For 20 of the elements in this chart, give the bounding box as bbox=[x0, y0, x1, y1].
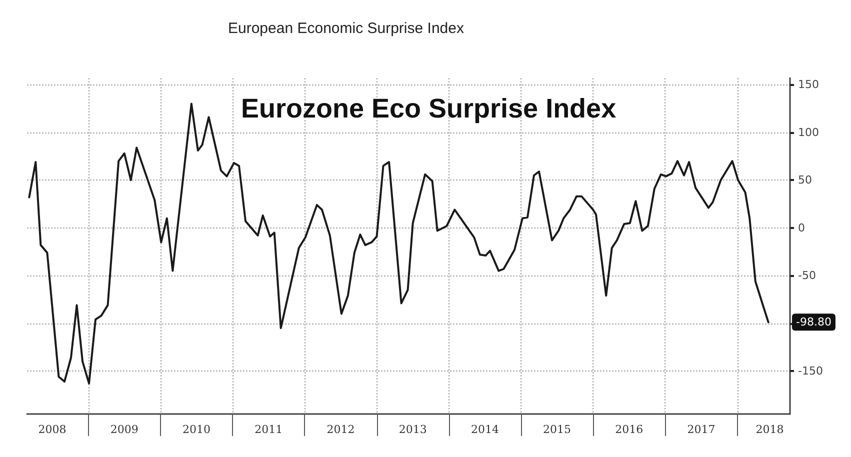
x-tick-label: 2012 bbox=[326, 423, 355, 436]
x-tick-label: 2015 bbox=[543, 423, 572, 436]
y-tick-label: 0 bbox=[798, 221, 805, 234]
y-tick-label: 100 bbox=[798, 126, 819, 139]
y-tick-label: 50 bbox=[798, 174, 812, 187]
x-tick-label: 2016 bbox=[615, 423, 644, 436]
text: Eurozone Eco Surprise Index bbox=[241, 94, 616, 124]
text: -98.80 bbox=[796, 316, 832, 329]
x-tick-label: 2011 bbox=[254, 423, 283, 436]
x-tick-label: 2017 bbox=[687, 423, 716, 436]
y-tick-label: -50 bbox=[798, 269, 816, 282]
x-tick-label: 2010 bbox=[182, 423, 210, 436]
y-tick-label: 150 bbox=[798, 78, 819, 92]
y-tick-label: -150 bbox=[798, 364, 823, 378]
x-tick-label: 2014 bbox=[470, 423, 499, 436]
chart-title: European Economic Surprise Index bbox=[228, 20, 464, 37]
x-tick-label: 2018 bbox=[756, 423, 784, 436]
x-tick-label: 2008 bbox=[38, 423, 66, 436]
x-tick-label: 2013 bbox=[398, 423, 427, 436]
x-tick-label: 2009 bbox=[110, 423, 138, 436]
